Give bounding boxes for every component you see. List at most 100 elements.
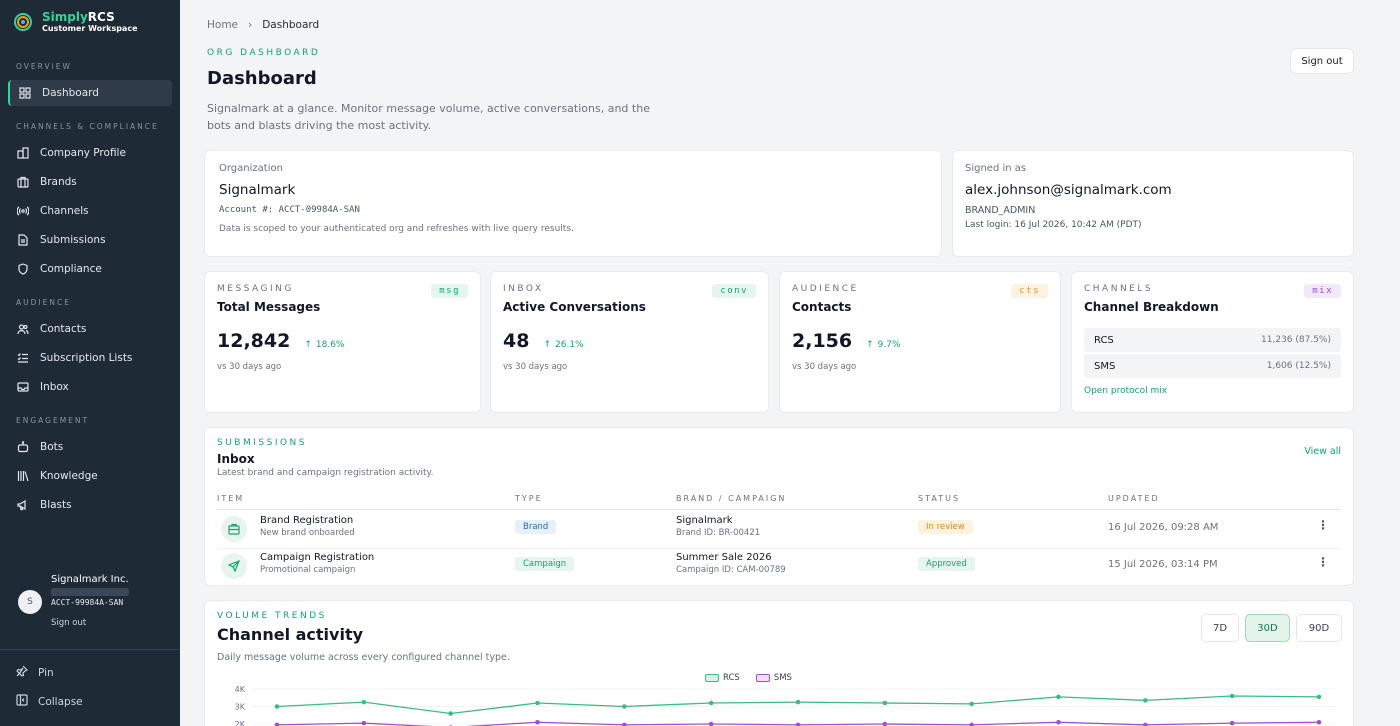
channel-name: SMS: [1094, 360, 1116, 372]
data-point-rcs[interactable]: [708, 700, 714, 706]
submissions-card: SUBMISSIONS Inbox Latest brand and campa…: [204, 427, 1354, 586]
channel-name: RCS: [1094, 334, 1114, 346]
data-point-sms[interactable]: [622, 722, 627, 726]
stat-eyebrow: AUDIENCE: [792, 284, 859, 294]
sidebar-item-label: Channels: [40, 205, 89, 217]
collapse-button[interactable]: Collapse: [16, 694, 83, 709]
row-title: Campaign Registration: [260, 552, 375, 563]
stat-eyebrow: MESSAGING: [217, 284, 294, 294]
sidebar-item-blasts[interactable]: Blasts: [0, 492, 180, 518]
stat-card-active-conversations[interactable]: INBOX conv Active Conversations 48 ↑ 26.1…: [490, 271, 769, 413]
document-icon: [16, 233, 30, 247]
data-point-sms[interactable]: [361, 720, 367, 726]
stat-card-total-messages[interactable]: MESSAGING msg Total Messages 12,842 ↑ 18.…: [204, 271, 481, 413]
breadcrumb: Home › Dashboard: [207, 19, 319, 31]
data-point-rcs[interactable]: [535, 700, 540, 706]
data-point-sms[interactable]: [882, 721, 888, 726]
data-point-rcs[interactable]: [448, 711, 453, 716]
legend-item-rcs[interactable]: RCS: [705, 673, 740, 683]
activity-eyebrow: VOLUME TRENDS: [217, 611, 327, 621]
data-point-rcs[interactable]: [274, 704, 280, 709]
data-point-sms[interactable]: [1316, 719, 1322, 725]
broadcast-icon: [16, 204, 30, 218]
sidebar-item-brands[interactable]: Brands: [0, 169, 180, 195]
briefcase-icon: [16, 175, 30, 189]
data-point-sms[interactable]: [1056, 719, 1061, 725]
sidebar-item-channels[interactable]: Channels: [0, 198, 180, 224]
stat-delta: ↑ 26.1%: [543, 340, 584, 350]
stat-card-contacts[interactable]: AUDIENCE cts Contacts 2,156 ↑ 9.7% vs 30 …: [779, 271, 1061, 413]
data-point-sms[interactable]: [535, 719, 540, 725]
collapse-label: Collapse: [38, 695, 83, 708]
users-icon: [16, 322, 30, 336]
sidebar-item-inbox[interactable]: Inbox: [0, 374, 180, 400]
stat-title: Channel Breakdown: [1084, 300, 1219, 314]
data-point-rcs[interactable]: [1143, 698, 1148, 703]
channel-row-sms: SMS 1,606 (12.5%): [1084, 354, 1341, 378]
stat-value: 12,842: [217, 330, 291, 352]
megaphone-icon: [16, 498, 30, 512]
sidebar-item-label: Brands: [40, 176, 77, 188]
data-point-rcs[interactable]: [361, 699, 367, 705]
data-point-sms[interactable]: [1229, 720, 1235, 726]
brand-campaign-name: Signalmark: [676, 515, 733, 526]
sidebar-item-company-profile[interactable]: Company Profile: [0, 140, 180, 166]
stat-eyebrow: INBOX: [503, 284, 544, 294]
data-point-rcs[interactable]: [1056, 694, 1061, 700]
org-account: ACCT-99984A-SAN: [51, 598, 124, 607]
sidebar-item-bots[interactable]: Bots: [0, 434, 180, 460]
more-actions-icon[interactable]: ⋮: [1317, 518, 1329, 532]
sidebar-item-contacts[interactable]: Contacts: [0, 316, 180, 342]
data-point-sms[interactable]: [708, 721, 714, 726]
stat-tag: mix: [1304, 284, 1341, 298]
y-tick-label: 4K: [235, 685, 246, 694]
activity-description: Daily message volume across every config…: [217, 652, 510, 663]
account-number: Account #: ACCT-09984A-SAN: [219, 205, 360, 215]
data-point-rcs[interactable]: [1229, 693, 1235, 699]
org-switcher[interactable]: S Signalmark Inc. ACCT-99984A-SAN Sign o…: [0, 568, 180, 640]
row-subtitle: Promotional campaign: [260, 565, 356, 575]
data-point-rcs[interactable]: [1316, 694, 1322, 700]
stat-title: Total Messages: [217, 300, 321, 314]
legend-item-sms[interactable]: SMS: [755, 673, 792, 683]
sidebar-item-knowledge[interactable]: Knowledge: [0, 463, 180, 489]
more-actions-icon[interactable]: ⋮: [1317, 555, 1329, 569]
open-protocol-mix-link[interactable]: Open protocol mix: [1084, 386, 1168, 396]
sidebar-item-label: Subscription Lists: [40, 352, 133, 364]
data-point-sms[interactable]: [274, 722, 280, 726]
table-row[interactable]: Brand Registration New brand onboarded B…: [217, 512, 1341, 548]
range-30d-button[interactable]: 30D: [1245, 614, 1290, 642]
data-point-rcs[interactable]: [882, 700, 888, 706]
brand-header[interactable]: SimplyRCS Customer Workspace: [0, 0, 180, 44]
sidebar-item-subscription-lists[interactable]: Subscription Lists: [0, 345, 180, 371]
range-90d-button[interactable]: 90D: [1296, 614, 1342, 642]
data-point-rcs[interactable]: [969, 701, 974, 707]
view-all-link[interactable]: View all: [1304, 446, 1341, 457]
org-name: Signalmark Inc.: [51, 574, 129, 585]
table-row[interactable]: Campaign Registration Promotional campai…: [217, 548, 1341, 584]
sidebar-item-label: Blasts: [40, 499, 72, 511]
sidebar-item-dashboard[interactable]: Dashboard: [8, 80, 172, 106]
stat-value: 2,156: [792, 330, 853, 352]
pin-button[interactable]: Pin: [16, 665, 54, 680]
bot-icon: [16, 440, 30, 454]
data-point-rcs[interactable]: [622, 704, 627, 709]
page-description: Signalmark at a glance. Monitor message …: [207, 102, 650, 132]
breadcrumb-home[interactable]: Home: [207, 19, 239, 31]
column-header: ITEM: [217, 494, 245, 503]
range-7d-button[interactable]: 7D: [1201, 614, 1239, 642]
brand-campaign-name: Summer Sale 2026: [676, 552, 772, 563]
stat-card-channel-breakdown[interactable]: CHANNELS mix Channel Breakdown RCS 11,23…: [1071, 271, 1354, 413]
divider: [0, 649, 180, 650]
sidebar-item-submissions[interactable]: Submissions: [0, 227, 180, 253]
stat-delta: ↑ 18.6%: [304, 340, 345, 350]
data-point-rcs[interactable]: [795, 699, 801, 705]
sign-out-button[interactable]: Sign out: [1290, 48, 1354, 74]
data-point-sms[interactable]: [969, 722, 974, 726]
sidebar-item-compliance[interactable]: Compliance: [0, 256, 180, 282]
organization-label: Organization: [219, 163, 283, 174]
signed-in-card: Signed in as alex.johnson@signalmark.com…: [952, 150, 1354, 257]
data-point-sms[interactable]: [795, 722, 801, 726]
data-point-sms[interactable]: [1143, 722, 1148, 726]
sidebar-sign-out-link[interactable]: Sign out: [51, 618, 87, 628]
